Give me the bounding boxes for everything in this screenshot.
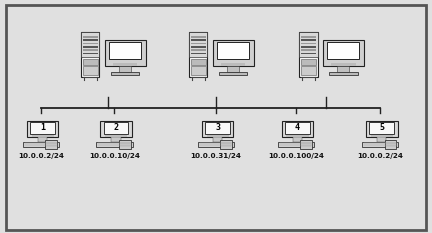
Bar — [191, 49, 206, 51]
Bar — [206, 135, 229, 137]
Bar — [217, 42, 249, 59]
Bar — [301, 49, 316, 51]
Bar — [38, 137, 48, 142]
Bar — [83, 39, 98, 41]
Bar — [100, 121, 132, 137]
Text: 5: 5 — [379, 123, 384, 132]
Bar — [282, 121, 313, 137]
Bar — [293, 137, 302, 142]
Text: 4: 4 — [295, 123, 300, 132]
Bar — [331, 63, 356, 66]
Bar — [113, 63, 137, 66]
Bar — [83, 53, 98, 54]
Bar — [377, 137, 387, 142]
Bar — [329, 72, 358, 75]
Text: 10.0.0.10/24: 10.0.0.10/24 — [89, 153, 140, 159]
FancyBboxPatch shape — [6, 5, 426, 230]
Bar — [81, 32, 99, 57]
Bar — [384, 140, 397, 149]
Bar — [111, 137, 121, 142]
Bar — [81, 32, 99, 77]
Bar — [198, 142, 234, 147]
Bar — [278, 142, 314, 147]
Bar — [191, 46, 206, 48]
Bar — [301, 53, 316, 54]
Bar — [327, 42, 359, 59]
Bar — [45, 140, 57, 149]
Bar — [83, 66, 98, 75]
Bar — [105, 135, 127, 137]
Bar — [221, 63, 245, 66]
Text: 2: 2 — [114, 123, 118, 132]
Bar — [104, 122, 128, 134]
Bar — [23, 142, 59, 147]
Text: 10.0.0.31/24: 10.0.0.31/24 — [191, 153, 241, 159]
Bar — [96, 142, 133, 147]
Bar — [83, 46, 98, 48]
Bar — [189, 32, 207, 77]
Bar — [285, 122, 310, 134]
Bar — [189, 32, 207, 57]
Bar — [191, 39, 206, 41]
Bar — [191, 53, 206, 54]
Bar — [205, 122, 230, 134]
Bar — [83, 43, 98, 45]
Bar — [30, 122, 55, 134]
Bar — [119, 140, 131, 149]
Bar — [337, 66, 349, 72]
Bar — [227, 66, 239, 72]
Bar — [213, 40, 254, 66]
Bar — [301, 66, 316, 75]
Text: 10.0.0.2/24: 10.0.0.2/24 — [357, 153, 403, 159]
Bar — [300, 140, 312, 149]
Bar — [366, 121, 397, 137]
Bar — [111, 72, 140, 75]
Bar — [191, 36, 206, 38]
Bar — [219, 72, 248, 75]
Bar — [191, 59, 206, 65]
Bar — [301, 39, 316, 41]
Bar — [371, 135, 393, 137]
Bar — [369, 122, 394, 134]
Text: 1: 1 — [40, 123, 45, 132]
Bar — [299, 32, 318, 77]
Bar — [301, 59, 316, 65]
Bar — [27, 121, 58, 137]
Bar — [220, 140, 232, 149]
Bar — [286, 135, 308, 137]
Bar — [301, 36, 316, 38]
Bar — [362, 142, 398, 147]
Bar — [202, 121, 233, 137]
Bar — [299, 32, 318, 57]
Text: 10.0.0.100/24: 10.0.0.100/24 — [268, 153, 324, 159]
Bar — [83, 49, 98, 51]
Text: 3: 3 — [215, 123, 220, 132]
Bar — [191, 66, 206, 75]
Bar — [301, 46, 316, 48]
Bar — [119, 66, 131, 72]
Bar — [213, 137, 222, 142]
Bar — [83, 36, 98, 38]
Bar — [83, 59, 98, 65]
Bar — [301, 43, 316, 45]
Bar — [32, 135, 54, 137]
Bar — [105, 40, 146, 66]
Bar — [191, 43, 206, 45]
Text: 10.0.0.2/24: 10.0.0.2/24 — [18, 153, 64, 159]
Bar — [109, 42, 141, 59]
Bar — [323, 40, 364, 66]
